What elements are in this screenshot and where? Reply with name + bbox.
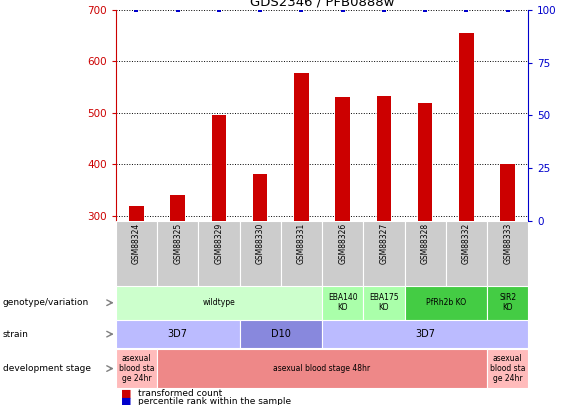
Bar [377,96,391,221]
Bar [322,286,363,320]
Bar [405,286,487,320]
Bar [116,349,157,388]
Text: GSM88329: GSM88329 [215,223,223,264]
Text: percentile rank within the sample: percentile rank within the sample [138,397,292,405]
Text: EBA140
KO: EBA140 KO [328,293,358,312]
Text: GSM88328: GSM88328 [421,223,429,264]
Text: GSM88331: GSM88331 [297,223,306,264]
Point [215,7,224,13]
Point [173,7,182,13]
Point [132,7,141,13]
Bar [336,98,350,221]
Bar [487,286,528,320]
Bar [487,221,528,286]
Bar [240,320,322,348]
Bar [501,164,515,221]
Point [503,7,512,13]
Text: development stage: development stage [3,364,91,373]
Bar [446,221,487,286]
Bar [363,286,405,320]
Text: GSM88327: GSM88327 [380,223,388,264]
Text: GSM88330: GSM88330 [256,223,264,264]
Bar [363,221,405,286]
Bar [116,286,322,320]
Text: strain: strain [3,330,29,339]
Text: GSM88324: GSM88324 [132,223,141,264]
Point [255,7,264,13]
Bar [322,320,528,348]
Bar [212,115,226,221]
Bar [253,175,267,221]
Bar [171,195,185,221]
Bar [129,206,144,221]
Point [338,7,347,13]
Bar [240,221,281,286]
Bar [157,349,487,388]
Point [380,7,389,13]
Text: GSM88325: GSM88325 [173,223,182,264]
Point [297,7,306,13]
Point [462,7,471,13]
Text: EBA175
KO: EBA175 KO [369,293,399,312]
Bar [116,221,157,286]
Text: 3D7: 3D7 [415,329,435,339]
Text: asexual
blood sta
ge 24hr: asexual blood sta ge 24hr [490,354,525,384]
Text: ■: ■ [121,389,132,399]
Bar [116,320,240,348]
Bar [322,221,363,286]
Text: GSM88333: GSM88333 [503,223,512,264]
Title: GDS2346 / PFB0888w: GDS2346 / PFB0888w [250,0,394,9]
Text: ■: ■ [121,397,132,405]
Text: SIR2
KO: SIR2 KO [499,293,516,312]
Text: 3D7: 3D7 [168,329,188,339]
Bar [294,73,308,221]
Point [420,7,430,13]
Bar [281,221,322,286]
Bar [157,221,198,286]
Text: wildtype: wildtype [203,298,235,307]
Text: genotype/variation: genotype/variation [3,298,89,307]
Bar [487,349,528,388]
Bar [405,221,446,286]
Bar [418,102,432,221]
Text: asexual
blood sta
ge 24hr: asexual blood sta ge 24hr [119,354,154,384]
Text: GSM88326: GSM88326 [338,223,347,264]
Text: transformed count: transformed count [138,389,223,398]
Text: PfRh2b KO: PfRh2b KO [425,298,466,307]
Bar [198,221,240,286]
Bar [459,33,473,221]
Text: asexual blood stage 48hr: asexual blood stage 48hr [273,364,371,373]
Text: GSM88332: GSM88332 [462,223,471,264]
Text: D10: D10 [271,329,291,339]
